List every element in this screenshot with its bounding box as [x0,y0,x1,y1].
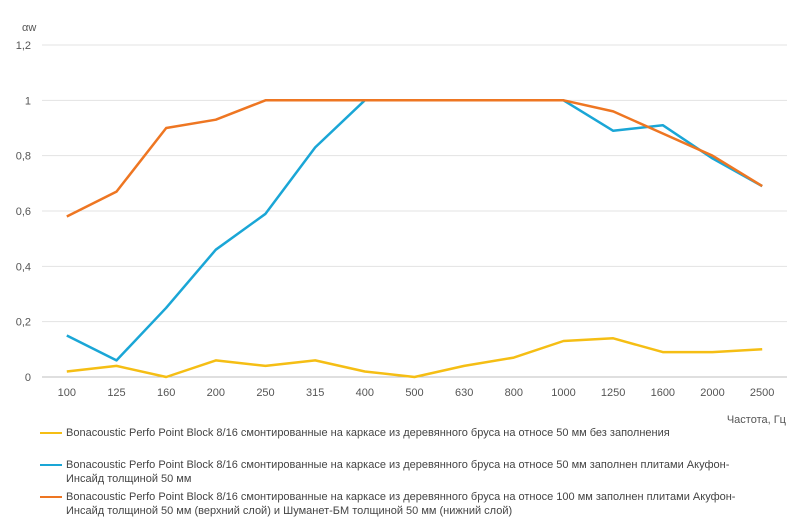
x-tick-label: 250 [256,387,274,399]
x-tick-label: 1600 [651,387,675,399]
x-tick-label: 500 [405,387,423,399]
legend-label: Bonacoustic Perfo Point Block 8/16 смонт… [66,459,730,485]
y-tick-label: 1,2 [16,40,31,52]
y-tick-labels: 0 0,2 0,4 0,6 0,8 1 1,2 [16,40,31,384]
legend-item: Bonacoustic Perfo Point Block 8/16 смонт… [40,458,766,486]
y-tick-label: 0 [25,372,31,384]
series-line [66,99,763,218]
x-tick-label: 630 [455,387,473,399]
series-line [66,337,763,379]
y-tick-label: 0,6 [16,206,31,218]
x-tick-label: 315 [306,387,324,399]
y-tick-label: 0,2 [16,317,31,329]
x-axis-label: Частота, Гц [727,414,787,426]
series-lines [66,99,763,379]
legend-item: Bonacoustic Perfo Point Block 8/16 смонт… [40,490,766,518]
x-tick-label: 160 [157,387,175,399]
x-tick-label: 125 [107,387,125,399]
gridlines [42,44,787,378]
y-axis-label: αw [22,22,36,34]
legend-label: Bonacoustic Perfo Point Block 8/16 смонт… [66,491,736,517]
x-tick-label: 400 [356,387,374,399]
x-tick-label: 2500 [750,387,774,399]
legend-swatch [40,464,62,466]
y-tick-label: 0,8 [16,151,31,163]
x-tick-label: 1000 [551,387,575,399]
legend-swatch [40,432,62,434]
x-tick-label: 100 [58,387,76,399]
y-tick-label: 1 [25,95,31,107]
x-tick-label: 200 [207,387,225,399]
y-tick-label: 0,4 [16,261,31,273]
legend-item: Bonacoustic Perfo Point Block 8/16 смонт… [40,426,766,440]
x-tick-labels: 100 125 160 200 250 315 400 500 630 800 1000 1250 16… [58,387,775,399]
legend-swatch [40,496,62,498]
x-tick-label: 800 [505,387,523,399]
x-tick-label: 2000 [700,387,724,399]
x-tick-label: 1250 [601,387,625,399]
legend-label: Bonacoustic Perfo Point Block 8/16 смонт… [66,427,670,439]
